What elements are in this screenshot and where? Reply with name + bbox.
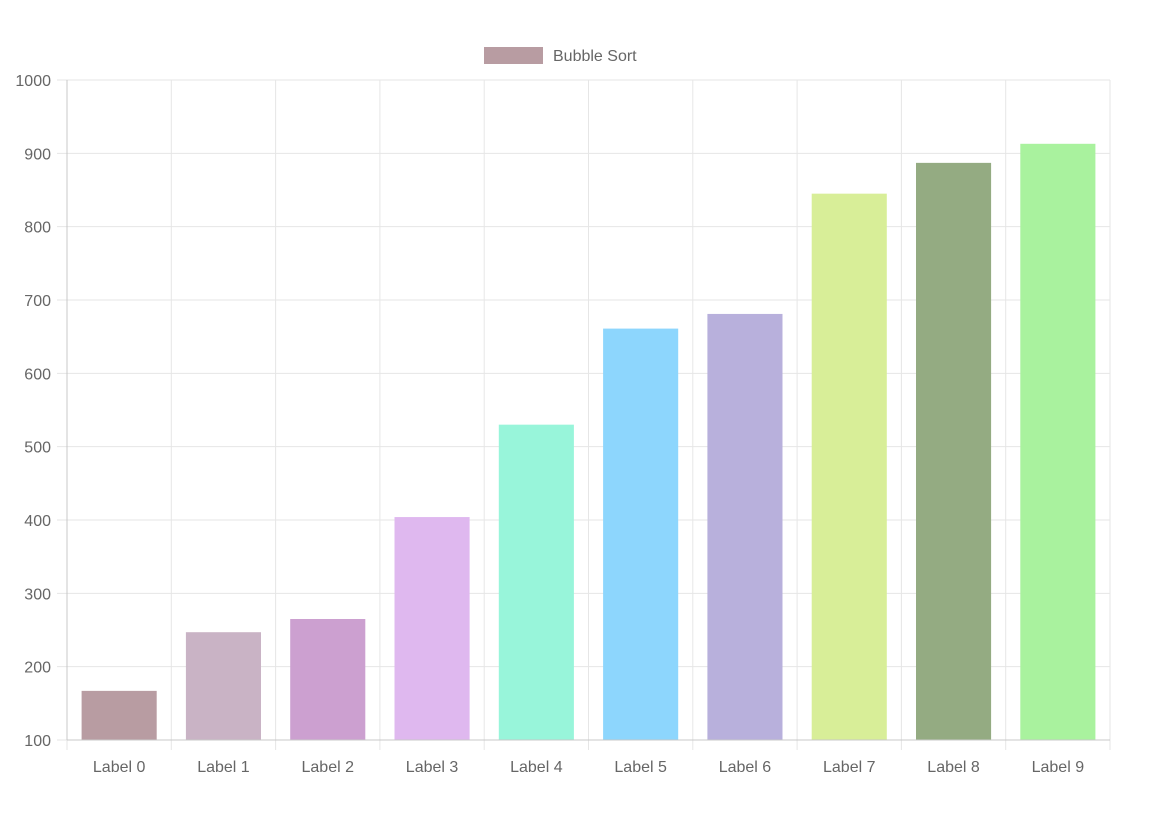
- y-tick-label: 1000: [15, 73, 51, 90]
- bar[interactable]: [81, 690, 157, 740]
- x-tick-label: Label 2: [302, 759, 355, 776]
- x-tick-label: Label 3: [406, 759, 459, 776]
- y-tick-label: 400: [24, 513, 51, 530]
- x-tick-label: Label 8: [927, 759, 980, 776]
- bar[interactable]: [811, 193, 887, 740]
- bar[interactable]: [498, 424, 574, 740]
- bars: [81, 143, 1096, 741]
- x-tick-label: Label 1: [197, 759, 250, 776]
- legend-label[interactable]: Bubble Sort: [553, 48, 637, 65]
- bar[interactable]: [1020, 143, 1096, 741]
- y-tick-label: 500: [24, 440, 51, 457]
- bar[interactable]: [707, 313, 783, 740]
- x-tick-label: Label 0: [93, 759, 146, 776]
- axes: 100 200 300 400 500 600 700 800 900 1000 Label 0 La…: [15, 73, 1110, 776]
- bar[interactable]: [290, 619, 366, 740]
- x-tick-label: Label 7: [823, 759, 876, 776]
- y-tick-label: 100: [24, 733, 51, 750]
- x-tick-label: Label 6: [719, 759, 772, 776]
- legend[interactable]: Bubble Sort: [482, 45, 637, 66]
- x-tick-label: Label 9: [1032, 759, 1085, 776]
- y-tick-label: 200: [24, 660, 51, 677]
- y-tick-label: 600: [24, 366, 51, 383]
- bar[interactable]: [603, 328, 679, 740]
- y-tick-label: 900: [24, 146, 51, 163]
- x-tick-label: Label 4: [510, 759, 563, 776]
- bar[interactable]: [916, 162, 992, 740]
- legend-swatch[interactable]: [482, 45, 545, 66]
- y-tick-label: 700: [24, 293, 51, 310]
- x-tick-label: Label 5: [614, 759, 667, 776]
- bar[interactable]: [394, 517, 470, 740]
- y-tick-label: 300: [24, 586, 51, 603]
- y-tick-label: 800: [24, 220, 51, 237]
- bar[interactable]: [185, 632, 261, 740]
